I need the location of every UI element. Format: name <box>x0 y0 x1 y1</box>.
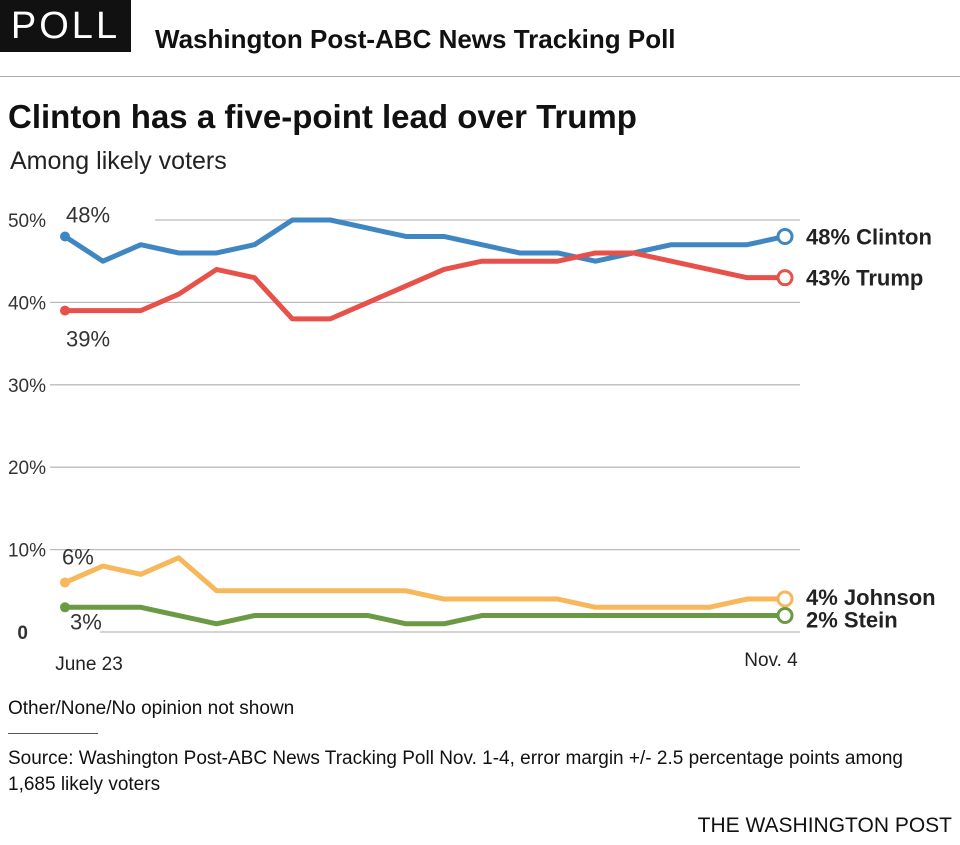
y-tick-label: 50% <box>8 211 46 232</box>
data-point <box>60 577 70 588</box>
line-chart: 50% 40% 30% 20% 10% 0 June 23 Nov. 4 48% 48% Clin… <box>8 202 936 675</box>
end-data-label: 43% Trump <box>806 266 923 291</box>
data-point <box>60 305 70 316</box>
y-tick-label: 0 <box>17 623 28 644</box>
data-point <box>776 227 794 245</box>
series-line-clinton <box>63 217 786 264</box>
divider <box>0 76 960 77</box>
y-tick-label: 10% <box>8 541 46 562</box>
chart-subtitle: Among likely voters <box>10 147 227 175</box>
end-data-label: 2% Stein <box>806 608 898 633</box>
y-tick-label: 30% <box>8 376 46 397</box>
source-note: Source: Washington Post-ABC News Trackin… <box>8 748 903 795</box>
series-line-trump <box>65 250 785 322</box>
series-line-johnson <box>64 555 785 610</box>
y-tick-label: 40% <box>8 293 46 314</box>
series-line-stein <box>65 604 785 627</box>
end-data-label: 48% Clinton <box>806 224 932 249</box>
start-data-label: 3% <box>70 609 102 634</box>
start-data-label: 6% <box>62 545 94 570</box>
divider <box>8 733 98 734</box>
kicker: Washington Post-ABC News Tracking Poll <box>155 24 676 54</box>
data-point <box>60 231 70 242</box>
data-point <box>776 590 794 608</box>
x-tick-label: Nov. 4 <box>744 650 798 671</box>
start-data-label: 48% <box>66 202 110 227</box>
data-point <box>60 602 70 613</box>
start-data-label: 39% <box>66 327 110 352</box>
poll-badge: POLL <box>0 0 131 52</box>
footnote: Other/None/No opinion not shown <box>8 698 295 719</box>
end-data-label: 4% Johnson <box>806 585 936 610</box>
data-point <box>776 607 794 625</box>
y-tick-label: 20% <box>8 458 46 479</box>
x-tick-label: June 23 <box>55 654 123 675</box>
data-point <box>776 269 794 287</box>
chart-title: Clinton has a five-point lead over Trump <box>8 98 637 135</box>
credit: THE WASHINGTON POST <box>697 814 952 837</box>
